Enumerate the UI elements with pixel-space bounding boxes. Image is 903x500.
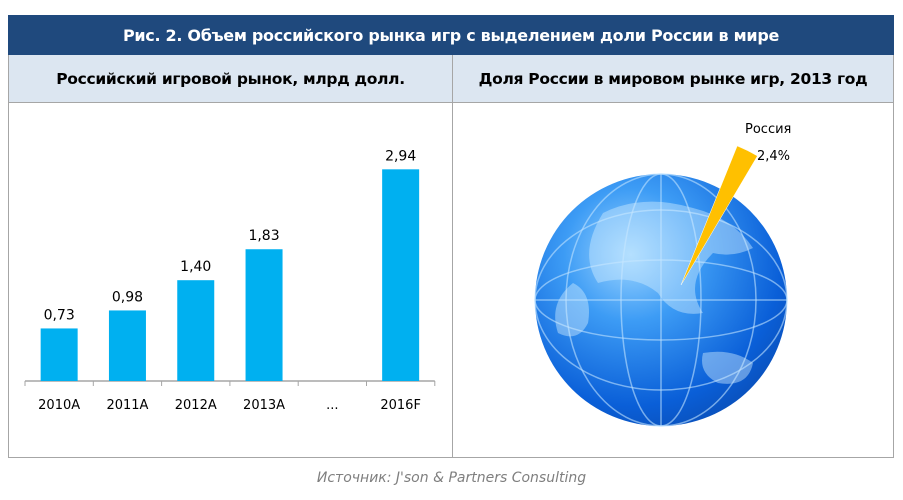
bar-value-label: 1,83 — [248, 228, 279, 244]
bar — [382, 169, 420, 381]
russia-share-wedge — [680, 145, 758, 286]
bar — [108, 310, 146, 381]
source-note: Источник: J'son & Partners Consulting — [316, 470, 587, 486]
bar-value-label: 2,94 — [385, 148, 416, 164]
russia-label: Россия — [745, 122, 791, 137]
russia-value-label: 2,4% — [757, 149, 790, 164]
x-tick-label: 2010A — [38, 398, 80, 413]
x-tick-label: 2012A — [175, 398, 217, 413]
globe-grid — [534, 173, 788, 427]
x-tick-label: 2016F — [380, 398, 421, 413]
bar — [177, 280, 215, 381]
right-chart-header: Доля России в мировом рынке игр, 2013 го… — [453, 55, 893, 103]
bar-value-label: 1,40 — [180, 259, 211, 275]
bar — [245, 249, 283, 381]
bar — [40, 328, 78, 381]
bar-chart: 0,73 2010A 0,98 2011A 1,40 2012A 1,83 2013A ... 2… — [24, 148, 436, 413]
x-tick-label: 2011A — [106, 398, 148, 413]
bar-value-label: 0,98 — [112, 289, 143, 305]
x-tick-label: ... — [326, 398, 338, 413]
panel-divider — [452, 103, 453, 458]
globe-chart: Россия 2,4% — [534, 122, 791, 427]
bar-value-label: 0,73 — [44, 307, 75, 323]
figure-title: Рис. 2. Объем российского рынка игр с вы… — [8, 15, 894, 55]
x-tick-label: 2013A — [243, 398, 285, 413]
left-chart-header: Российский игровой рынок, млрд долл. — [9, 55, 453, 103]
